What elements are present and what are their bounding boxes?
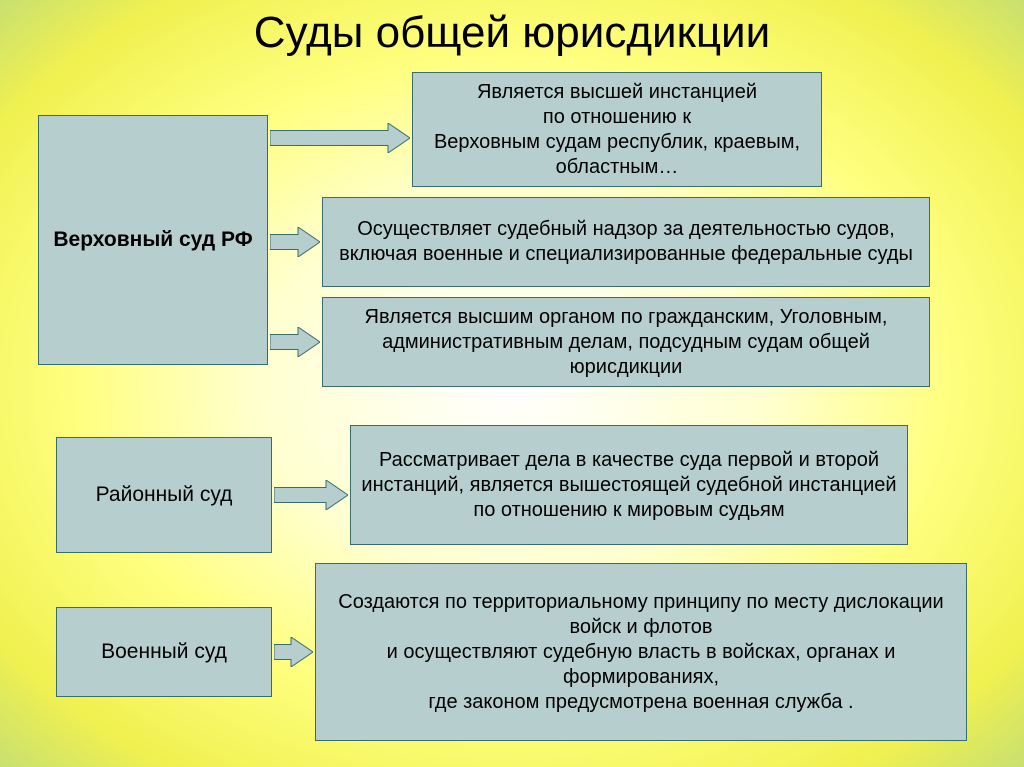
box-military: Военный суд — [56, 607, 272, 697]
box-supreme_r3: Является высшим органом по гражданским, … — [322, 297, 930, 387]
box-supreme_r1: Является высшей инстанцией по отношению … — [412, 72, 822, 187]
box-label: Военный суд — [101, 639, 227, 665]
box-label: Верховный суд РФ — [53, 227, 252, 253]
diagram-canvas: Верховный суд РФ Является высшей инстанци… — [0, 0, 1024, 767]
box-label: Является высшей инстанцией по отношению … — [421, 80, 813, 180]
box-label: Районный суд — [96, 482, 233, 508]
arrow-icon — [270, 327, 320, 357]
arrow-icon — [270, 123, 410, 153]
box-label: Является высшим органом по гражданским, … — [331, 305, 921, 380]
box-supreme: Верховный суд РФ — [38, 115, 268, 365]
box-label: Осуществляет судебный надзор за деятельн… — [331, 217, 921, 267]
box-supreme_r2: Осуществляет судебный надзор за деятельн… — [322, 197, 930, 287]
box-district_r: Рассматривает дела в качестве суда перво… — [350, 425, 908, 545]
box-label: Создаются по территориальному принципу п… — [324, 590, 958, 715]
box-label: Рассматривает дела в качестве суда перво… — [359, 448, 899, 523]
arrow-icon — [274, 480, 348, 510]
box-military_r: Создаются по территориальному принципу п… — [315, 563, 967, 741]
box-district: Районный суд — [56, 437, 272, 553]
arrow-icon — [270, 227, 320, 257]
arrow-icon — [274, 637, 313, 667]
page-title: Суды общей юрисдикции — [0, 0, 1024, 58]
